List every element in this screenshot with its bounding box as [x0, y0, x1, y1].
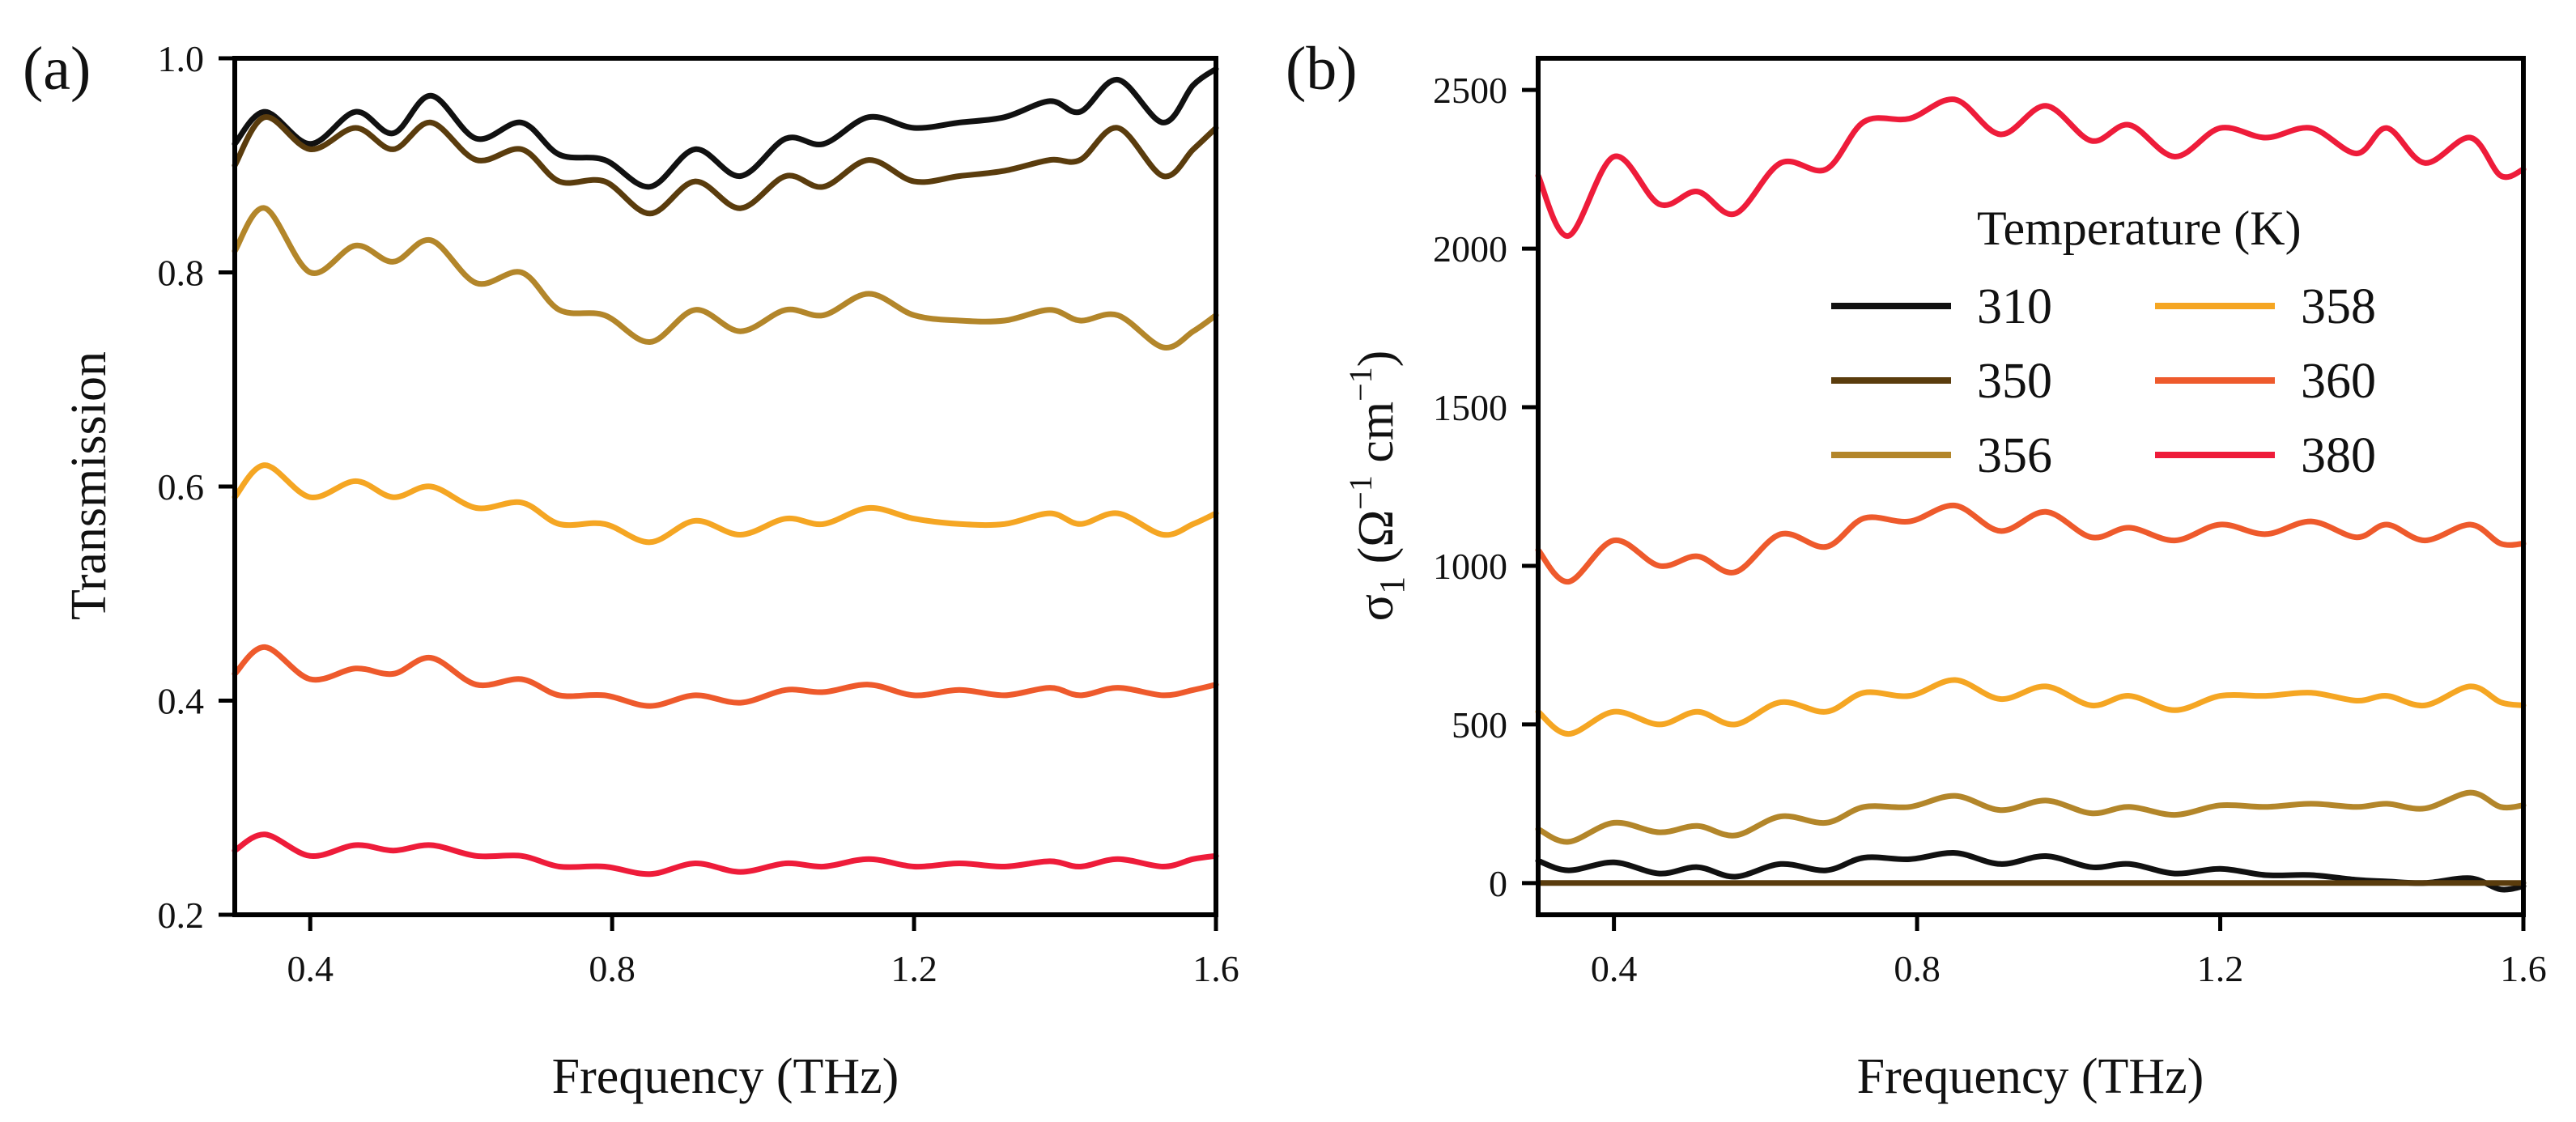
- panel-a-series-350: [232, 114, 1219, 217]
- y-title-units-mid: cm: [1349, 402, 1404, 475]
- panel-a: (a) 0.4 0.8 1.2 1.6 0.2 0.4 0.6 0.8 1.0 Frequenc…: [23, 35, 1239, 1104]
- panel-a-x-tick-label-0: 0.4: [287, 948, 334, 989]
- panel-b-y-tick-label-0: 0: [1489, 863, 1507, 904]
- panel-a-x-tick-label-3: 1.6: [1192, 948, 1239, 989]
- y-title-subscript: 1: [1372, 576, 1412, 594]
- y-title-units-open: (Ω: [1349, 510, 1404, 576]
- panel-b-x-tick-label-1: 0.8: [1894, 948, 1941, 989]
- panel-a-y-tick-label-2: 0.6: [158, 466, 205, 508]
- y-title-sup-2: −1: [1342, 367, 1379, 402]
- panel-a-y-tick-label-0: 0.2: [158, 895, 205, 936]
- panel-b-series-356: [1535, 789, 2527, 845]
- panel-b-label: (b): [1286, 35, 1358, 103]
- panel-a-y-tick-label-3: 0.8: [158, 253, 205, 294]
- panel-b-y-tick-label-4: 2000: [1433, 228, 1507, 270]
- legend-label-310: 310: [1977, 279, 2052, 334]
- panel-b-x-tick-label-0: 0.4: [1591, 948, 1638, 989]
- panel-b-y-tick-label-5: 2500: [1433, 70, 1507, 111]
- legend-label-350: 350: [1977, 354, 2052, 409]
- legend-label-380: 380: [2301, 428, 2376, 483]
- legend-label-360: 360: [2301, 354, 2376, 409]
- panel-a-y-axis-title: Transmission: [62, 351, 117, 620]
- y-title-sigma: σ: [1349, 594, 1404, 621]
- panel-a-x-tick-label-2: 1.2: [891, 948, 937, 989]
- panel-a-x-tick-label-1: 0.8: [589, 948, 635, 989]
- panel-a-series-group: [232, 66, 1219, 878]
- panel-b-series-380: [1535, 96, 2527, 239]
- panel-b-series-358: [1535, 677, 2527, 737]
- legend-label-358: 358: [2301, 279, 2376, 334]
- panel-a-frame: [232, 56, 1218, 917]
- panel-b-y-axis-title: σ1 (Ω−1 cm−1): [1342, 351, 1412, 622]
- panel-b-y-tick-label-1: 500: [1452, 704, 1507, 746]
- y-title-units-close: ): [1349, 351, 1404, 368]
- panel-b-x-tick-label-2: 1.2: [2197, 948, 2244, 989]
- panel-b-y-tick-label-3: 1500: [1433, 387, 1507, 428]
- panel-a-y-tick-label-1: 0.4: [158, 681, 205, 722]
- panel-a-y-tick-label-4: 1.0: [158, 38, 205, 79]
- panel-a-series-356: [232, 205, 1219, 351]
- panel-a-label: (a): [23, 35, 91, 103]
- panel-b: (b) 0.4 0.8 1.2 1.6 0 500 1000 1500 2000 2500 Fre…: [1286, 35, 2547, 1104]
- panel-a-series-380: [232, 831, 1219, 878]
- panel-a-series-310: [232, 66, 1219, 190]
- panel-a-series-358: [232, 462, 1219, 546]
- panel-a-ticks: 0.4 0.8 1.2 1.6 0.2 0.4 0.6 0.8 1.0: [158, 38, 1239, 989]
- legend: Temperature (K) 310 350 356 358 360 380: [1831, 202, 2376, 483]
- panel-b-series-group: [1535, 96, 2527, 893]
- panel-b-y-tick-label-2: 1000: [1433, 546, 1507, 587]
- legend-title: Temperature (K): [1977, 202, 2302, 255]
- y-title-sup-1: −1: [1342, 475, 1379, 510]
- panel-a-x-axis-title: Frequency (THz): [552, 1049, 899, 1104]
- panel-b-frame: [1536, 56, 2526, 917]
- legend-label-356: 356: [1977, 428, 2052, 483]
- panel-b-series-360: [1535, 502, 2527, 585]
- panel-b-x-axis-title: Frequency (THz): [1857, 1049, 2204, 1104]
- panel-b-x-tick-label-3: 1.6: [2500, 948, 2547, 989]
- panel-b-ticks: 0.4 0.8 1.2 1.6 0 500 1000 1500 2000 2500: [1433, 70, 2547, 989]
- panel-a-series-360: [232, 644, 1219, 709]
- legend-items: 310 350 356 358 360 380: [1831, 279, 2376, 483]
